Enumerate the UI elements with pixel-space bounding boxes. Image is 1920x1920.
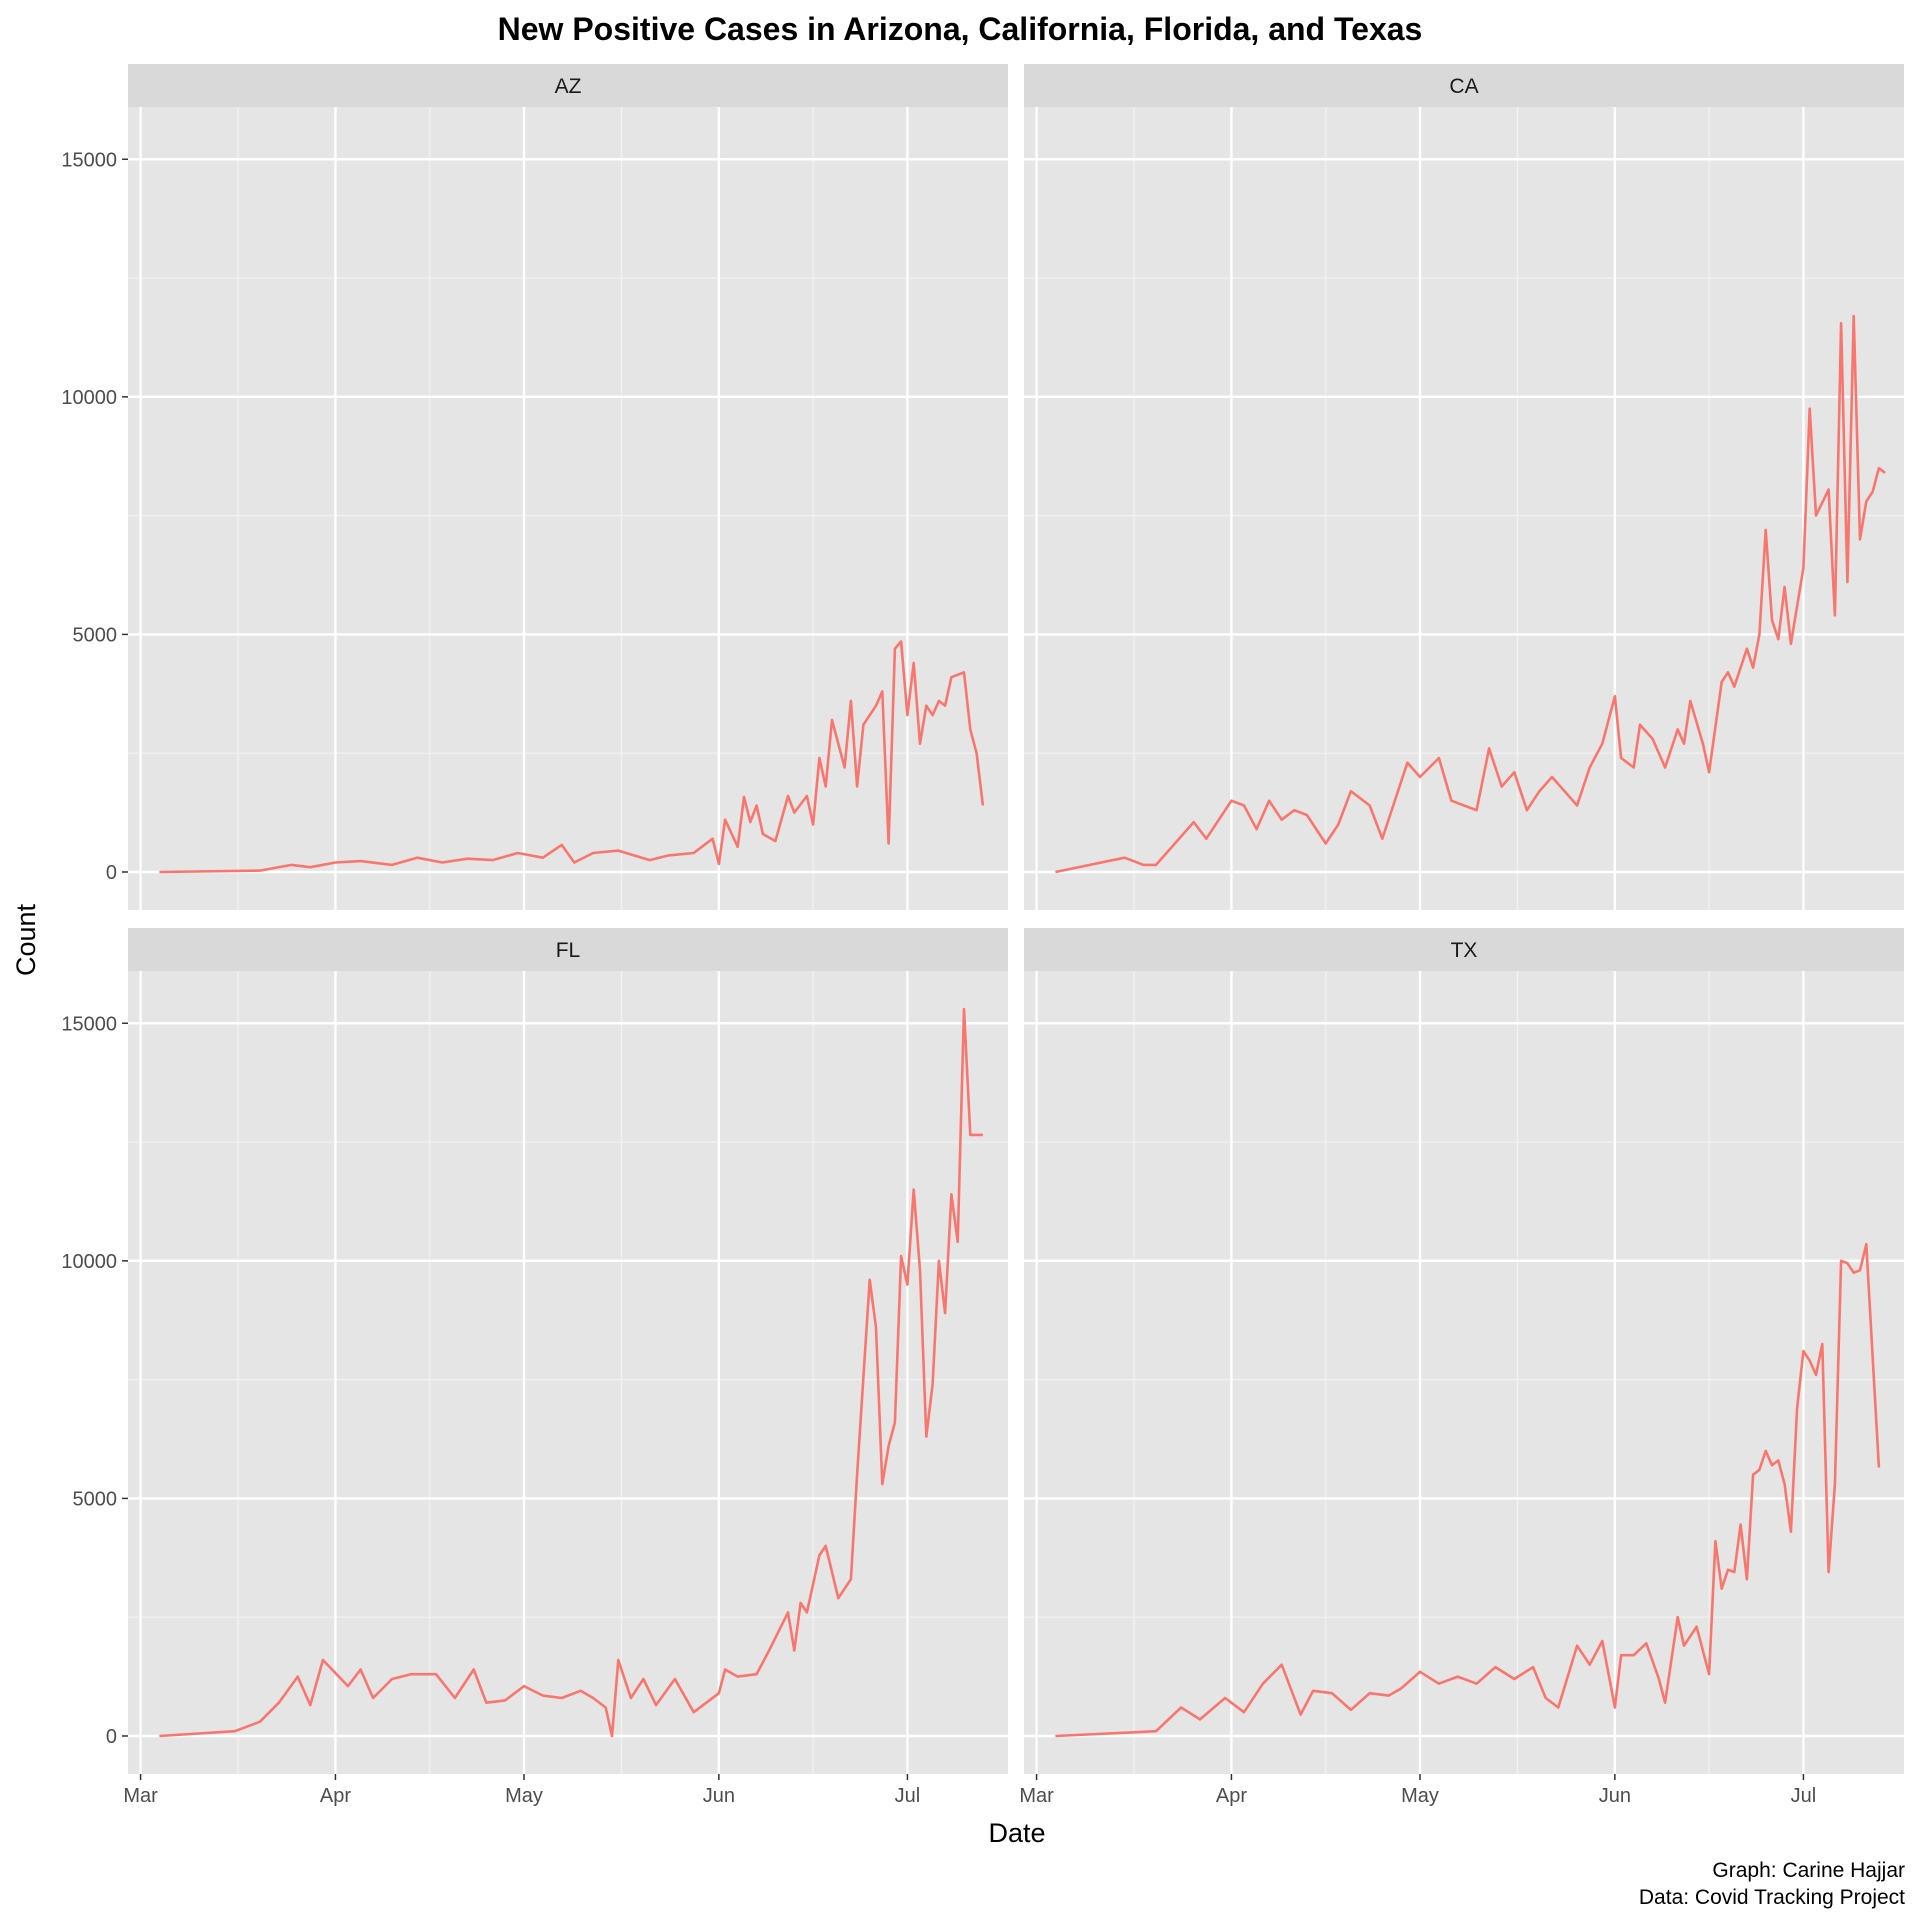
panel-background-ca <box>1024 107 1904 910</box>
caption-graph-credit: Graph: Carine Hajjar <box>1712 1859 1905 1882</box>
panel-background-fl <box>128 971 1008 1774</box>
y-tick-label: 0 <box>106 862 117 884</box>
x-axis-title: Date <box>988 1818 1045 1848</box>
y-tick-label: 10000 <box>61 387 117 409</box>
strip-label-fl: FL <box>556 939 581 962</box>
panel-ca: CA <box>1024 64 1904 910</box>
series-line-az <box>159 640 985 874</box>
x-tick-label: Jun <box>1599 1785 1631 1807</box>
x-tick-label: May <box>505 1785 543 1807</box>
x-tick-label: Jul <box>895 1785 921 1807</box>
x-tick-label: Mar <box>1019 1785 1054 1807</box>
y-tick-label: 0 <box>106 1726 117 1748</box>
series-line-ca <box>1055 314 1886 874</box>
strip-tx <box>1024 928 1904 971</box>
panel-fl: FL 0 5000 10000 15000 Mar Apr May Jun Jul <box>61 928 1008 1807</box>
x-tick-label: Apr <box>320 1785 351 1807</box>
panel-background-az <box>128 107 1008 910</box>
panel-az: AZ 0 5000 10000 15000 <box>61 64 1008 910</box>
strip-label-az: AZ <box>555 75 582 98</box>
chart-title: New Positive Cases in Arizona, Californi… <box>498 11 1423 47</box>
strip-ca <box>1024 64 1904 107</box>
y-tick-label: 5000 <box>73 624 118 646</box>
y-tick-label: 5000 <box>73 1488 118 1510</box>
panel-tx: TX Mar Apr May Jun Jul <box>1019 928 1904 1807</box>
y-axis-title: Count <box>11 903 41 976</box>
series-line-fl <box>159 1007 983 1738</box>
x-tick-label: Jun <box>703 1785 735 1807</box>
x-tick-label: May <box>1401 1785 1439 1807</box>
y-tick-label: 10000 <box>61 1251 117 1273</box>
y-tick-label: 15000 <box>61 1013 117 1035</box>
strip-az <box>128 64 1008 107</box>
x-tick-label: Jul <box>1791 1785 1817 1807</box>
strip-label-ca: CA <box>1449 75 1478 98</box>
x-tick-label: Mar <box>123 1785 158 1807</box>
series-line-tx <box>1055 1242 1881 1738</box>
caption-data-source: Data: Covid Tracking Project <box>1639 1886 1905 1909</box>
strip-fl <box>128 928 1008 971</box>
x-tick-label: Apr <box>1216 1785 1247 1807</box>
y-tick-label: 15000 <box>61 149 117 171</box>
panel-background-tx <box>1024 971 1904 1774</box>
strip-label-tx: TX <box>1451 939 1478 962</box>
